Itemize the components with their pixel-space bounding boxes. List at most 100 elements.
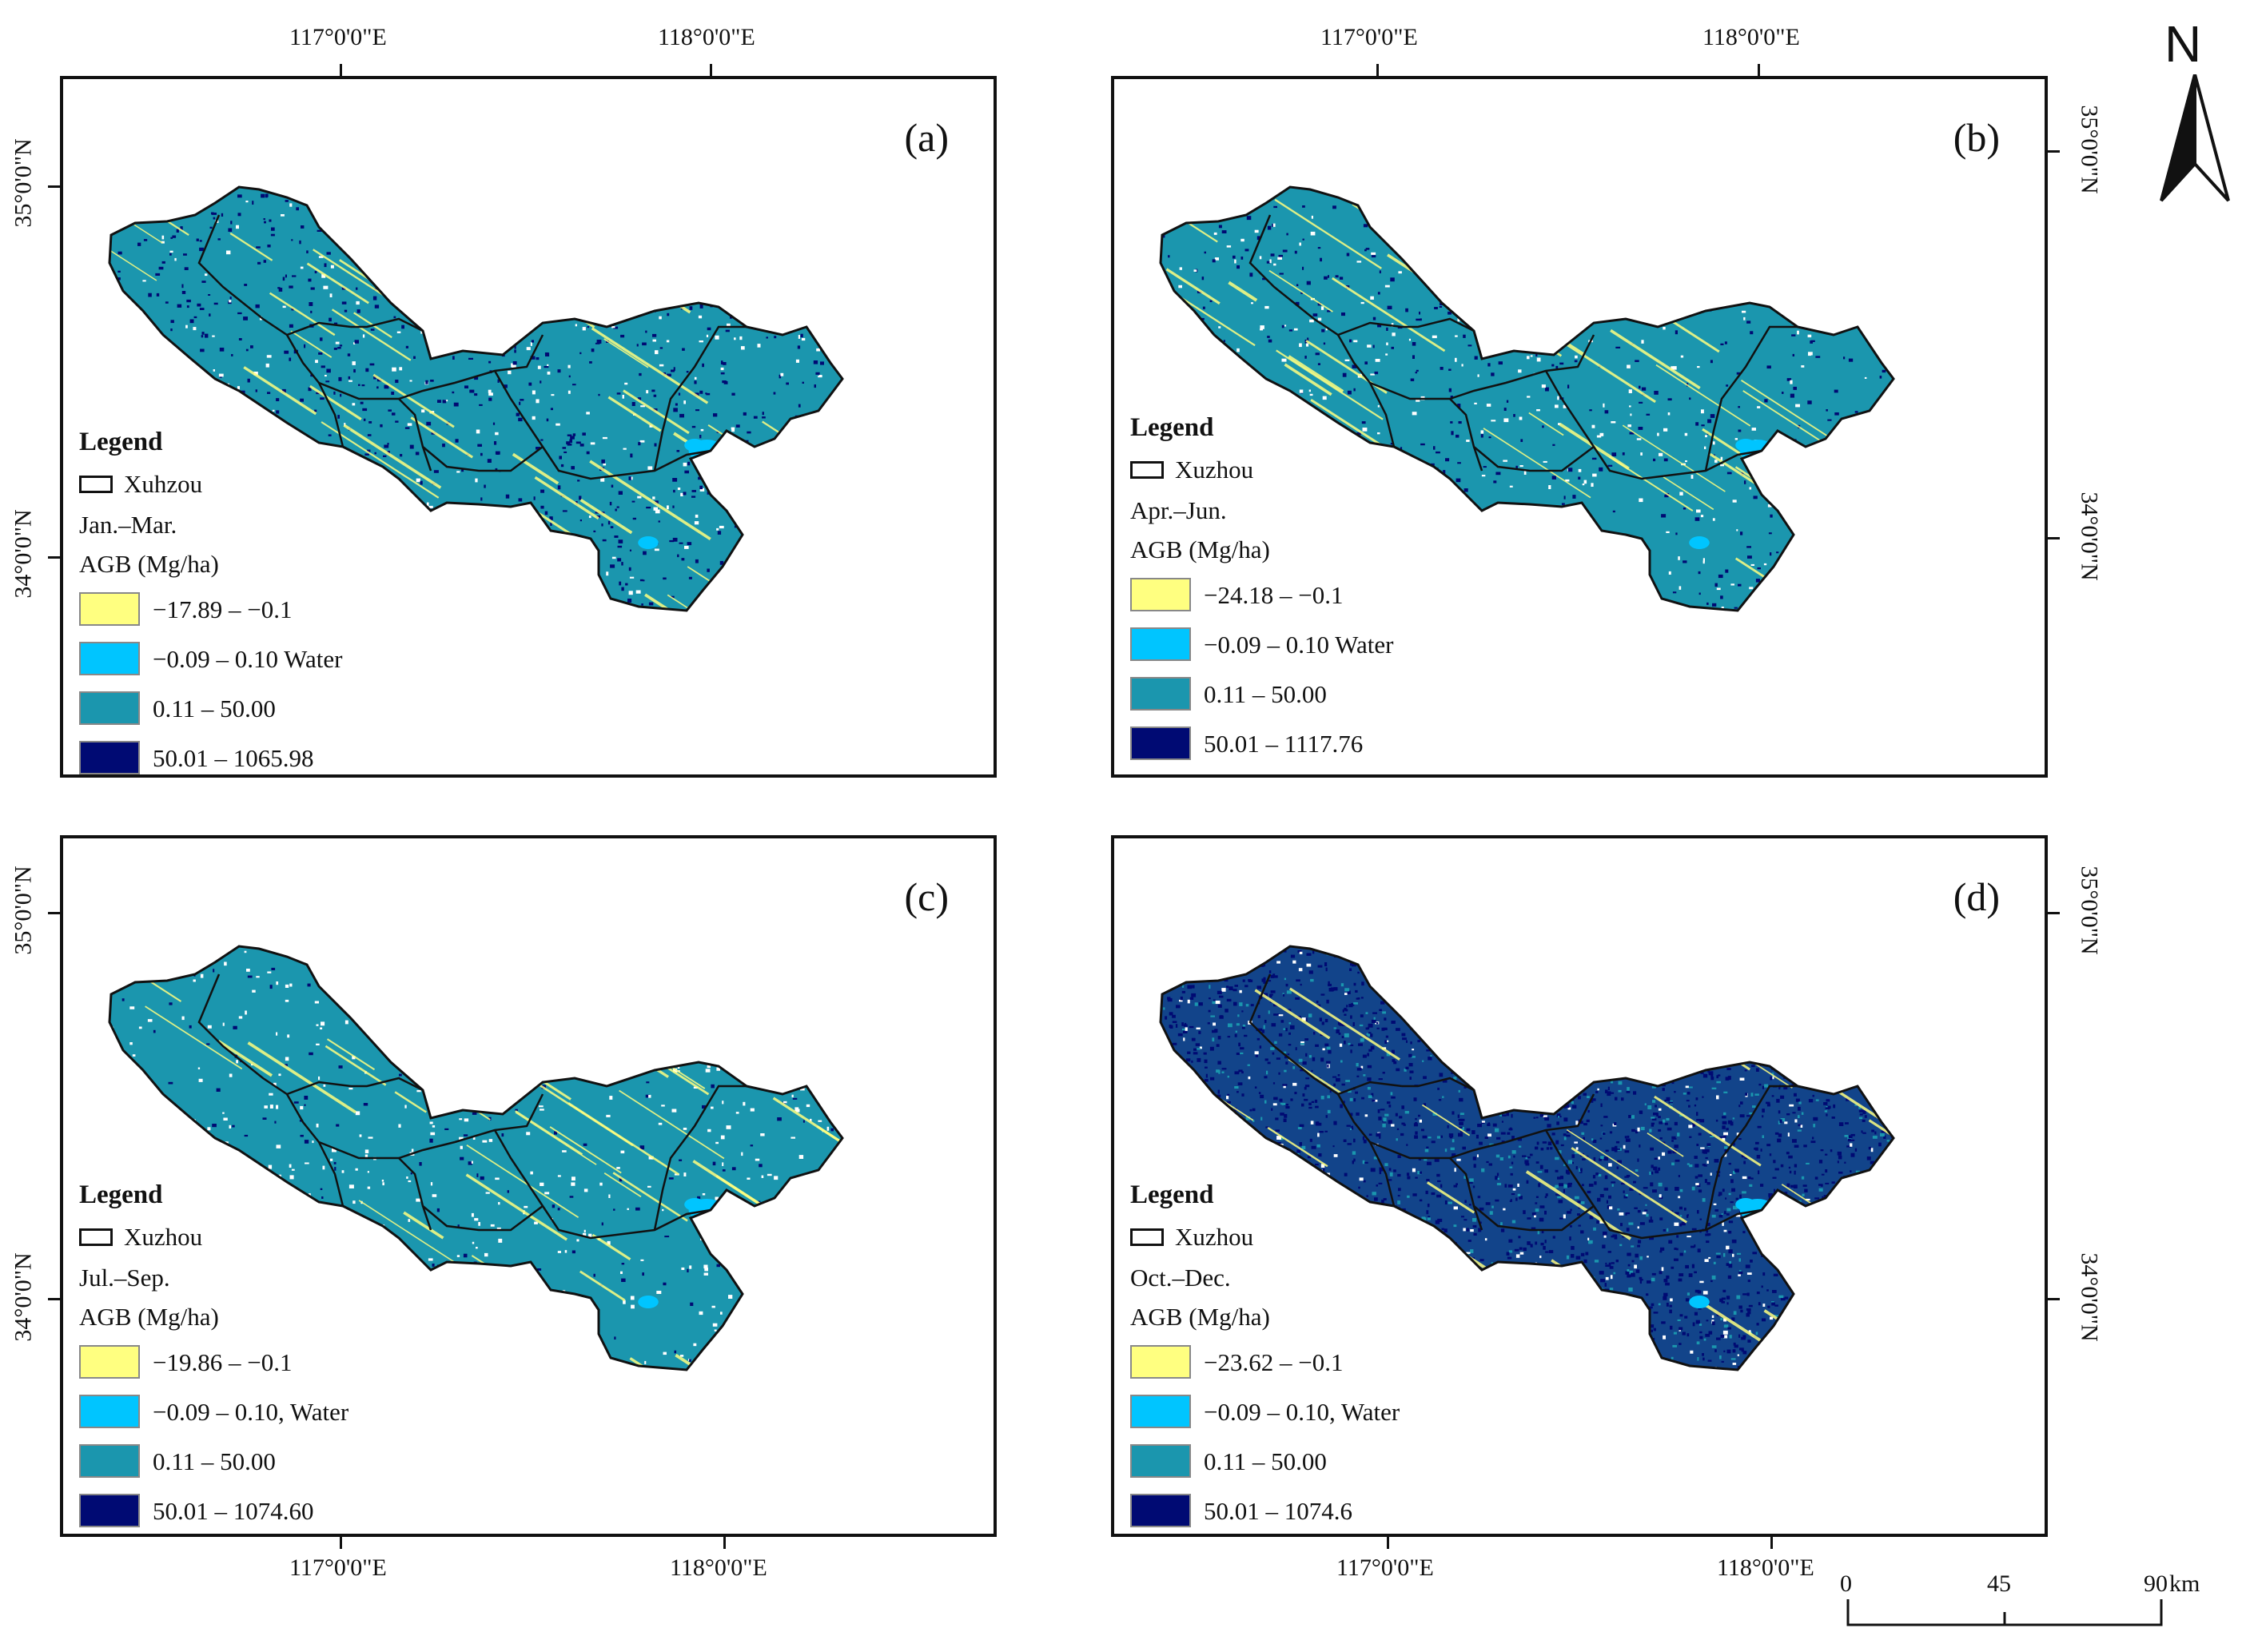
latitude-label: 34°0'0"N bbox=[10, 509, 37, 599]
longitude-label: 117°0'0"E bbox=[1336, 1554, 1434, 1581]
legend: Legend Xuzhou Apr.–Jun. AGB (Mg/ha) −24.… bbox=[1130, 415, 1393, 760]
class-swatch bbox=[1130, 1494, 1191, 1527]
county-boundary bbox=[351, 1077, 424, 1092]
county-boundary bbox=[398, 1093, 544, 1160]
legend-unit: AGB (Mg/ha) bbox=[79, 550, 219, 578]
legend-class: 50.01 – 1065.98 bbox=[79, 741, 342, 774]
legend-period: Oct.–Dec. bbox=[1130, 1264, 1231, 1292]
class-label: 50.01 – 1074.60 bbox=[153, 1496, 314, 1525]
boundary-label: Xuzhou bbox=[1175, 456, 1254, 484]
class-label: 0.11 – 50.00 bbox=[153, 1447, 276, 1475]
county-boundary bbox=[197, 973, 352, 1096]
agb-map-a bbox=[108, 185, 844, 612]
scale-bar: 0 45 90 km bbox=[1838, 1570, 2200, 1634]
legend-class: 50.01 – 1074.60 bbox=[79, 1494, 348, 1527]
county-boundary bbox=[317, 1141, 344, 1207]
legend-class: 50.01 – 1117.76 bbox=[1130, 726, 1393, 760]
class-swatch bbox=[79, 741, 140, 774]
latitude-label: 35°0'0"N bbox=[10, 138, 37, 228]
county-boundary bbox=[1449, 1093, 1595, 1160]
legend-class: −0.09 – 0.10 Water bbox=[1130, 627, 1393, 661]
class-swatch bbox=[1130, 1444, 1191, 1478]
latitude-label: 35°0'0"N bbox=[2076, 866, 2103, 955]
county-boundary bbox=[398, 398, 544, 472]
boundary-swatch bbox=[1130, 460, 1164, 479]
county-boundary bbox=[1402, 317, 1475, 332]
legend-class: −23.62 – −0.1 bbox=[1130, 1345, 1400, 1379]
county-boundary bbox=[1544, 370, 1762, 480]
legend-unit: AGB (Mg/ha) bbox=[1130, 1303, 1270, 1331]
legend-class: 0.11 – 50.00 bbox=[79, 691, 342, 725]
longitude-label: 118°0'0"E bbox=[1702, 24, 1800, 50]
county-boundary bbox=[1449, 334, 1595, 400]
scale-label-45: 45 bbox=[1987, 1570, 2011, 1597]
latitude-label: 34°0'0"N bbox=[2076, 1252, 2103, 1342]
county-boundary bbox=[197, 214, 352, 336]
county-boundary bbox=[1248, 973, 1403, 1096]
agb-map-d bbox=[1159, 945, 1895, 1371]
legend-boundary: Xuzhou bbox=[1130, 1224, 1400, 1249]
tick-mark bbox=[1376, 64, 1379, 76]
class-swatch bbox=[1130, 627, 1191, 661]
panel-label: (a) bbox=[904, 115, 950, 160]
legend: Legend Xuhzou Jan.–Mar. AGB (Mg/ha) −17.… bbox=[79, 429, 342, 774]
class-label: −0.09 – 0.10, Water bbox=[153, 1397, 349, 1426]
class-swatch bbox=[79, 1345, 140, 1379]
legend-title: Legend bbox=[1130, 413, 1214, 442]
class-swatch bbox=[79, 642, 140, 675]
legend-class: 0.11 – 50.00 bbox=[79, 1444, 348, 1478]
legend-class: −0.09 – 0.10, Water bbox=[79, 1395, 348, 1428]
county-boundary bbox=[1472, 446, 1483, 472]
north-arrow-icon bbox=[2160, 74, 2230, 202]
legend-title: Legend bbox=[1130, 1180, 1214, 1209]
tick-mark bbox=[48, 1298, 60, 1300]
class-label: −24.18 – −0.1 bbox=[1204, 580, 1344, 609]
longitude-label: 117°0'0"E bbox=[289, 24, 387, 50]
county-boundary bbox=[1544, 1129, 1762, 1240]
legend-boundary: Xuzhou bbox=[79, 1224, 348, 1249]
county-boundary bbox=[398, 1157, 544, 1232]
scale-bar-line bbox=[1846, 1599, 2163, 1626]
latitude-label: 35°0'0"N bbox=[2076, 105, 2103, 194]
class-label: 50.01 – 1074.6 bbox=[1204, 1496, 1352, 1525]
county-boundary bbox=[1449, 1157, 1595, 1232]
scale-label-0: 0 bbox=[1840, 1570, 1852, 1597]
longitude-label: 118°0'0"E bbox=[670, 1554, 767, 1581]
boundary-label: Xuzhou bbox=[124, 1223, 203, 1251]
scale-label-90: 90 bbox=[2144, 1570, 2168, 1597]
county-boundary bbox=[421, 1205, 432, 1231]
legend-title: Legend bbox=[79, 428, 163, 456]
longitude-label: 118°0'0"E bbox=[658, 24, 755, 50]
class-label: 0.11 – 50.00 bbox=[153, 694, 276, 723]
legend-class: 0.11 – 50.00 bbox=[1130, 1444, 1400, 1478]
class-label: 0.11 – 50.00 bbox=[1204, 1447, 1327, 1475]
class-label: −0.09 – 0.10 Water bbox=[1204, 630, 1394, 659]
class-label: −0.09 – 0.10 Water bbox=[153, 644, 343, 673]
tick-mark bbox=[1387, 1537, 1389, 1549]
county-boundary bbox=[1704, 1085, 1798, 1231]
county-boundary bbox=[421, 446, 432, 472]
legend-class: −0.09 – 0.10, Water bbox=[1130, 1395, 1400, 1428]
boundary-swatch bbox=[79, 1228, 113, 1246]
legend-unit: AGB (Mg/ha) bbox=[1130, 535, 1270, 563]
boundary-label: Xuzhou bbox=[1175, 1223, 1254, 1251]
tick-mark bbox=[2048, 537, 2060, 539]
county-boundary bbox=[317, 382, 344, 448]
north-letter: N bbox=[2164, 15, 2202, 73]
legend-class: −17.89 – −0.1 bbox=[79, 592, 342, 626]
tick-mark bbox=[2048, 912, 2060, 914]
longitude-label: 117°0'0"E bbox=[289, 1554, 387, 1581]
class-swatch bbox=[79, 1494, 140, 1527]
class-swatch bbox=[79, 1444, 140, 1478]
class-swatch bbox=[1130, 1395, 1191, 1428]
class-label: 50.01 – 1065.98 bbox=[153, 743, 314, 772]
legend-period: Jan.–Mar. bbox=[79, 511, 177, 539]
county-boundary bbox=[1704, 325, 1798, 472]
map-panel-b: (b) Legend Xuzhou Apr.–Jun. AGB (Mg/ha) … bbox=[1111, 76, 2048, 778]
latitude-label: 35°0'0"N bbox=[10, 866, 37, 955]
tick-mark bbox=[2048, 150, 2060, 153]
tick-mark bbox=[1770, 1537, 1773, 1549]
latitude-label: 34°0'0"N bbox=[10, 1252, 37, 1342]
panel-label: (b) bbox=[1953, 115, 2000, 160]
class-swatch bbox=[79, 1395, 140, 1428]
